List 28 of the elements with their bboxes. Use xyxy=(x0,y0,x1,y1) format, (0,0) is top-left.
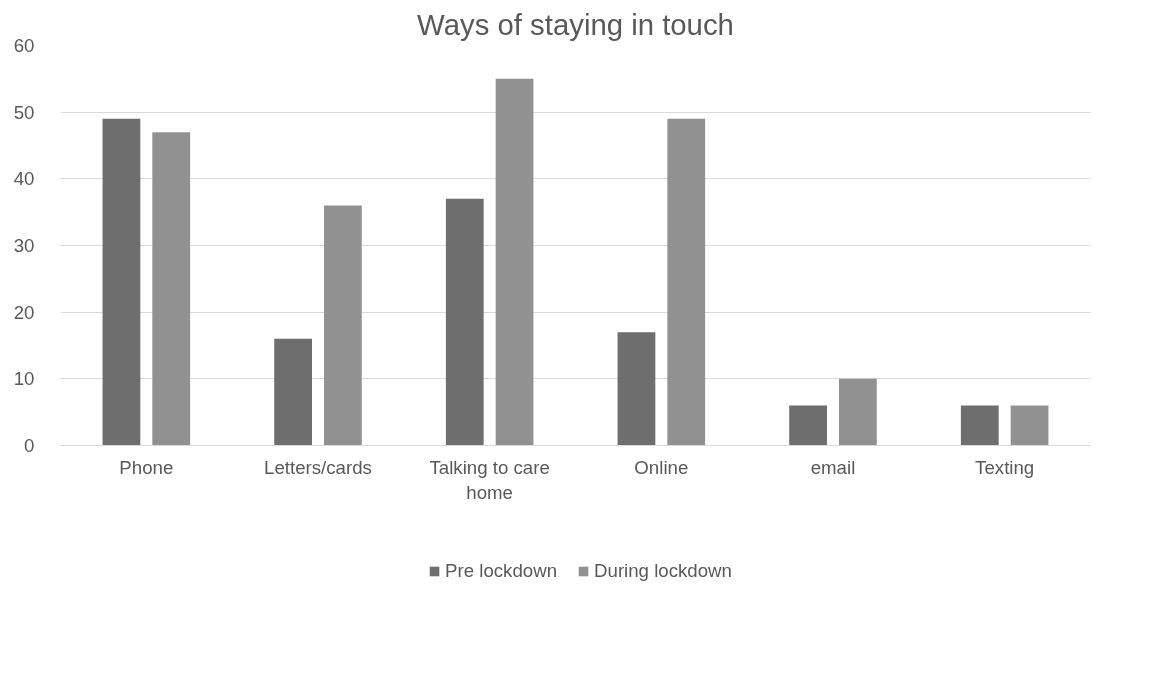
bar xyxy=(839,378,877,446)
chart-title: Ways of staying in touch xyxy=(417,7,734,41)
legend-label: During lockdown xyxy=(594,559,732,582)
y-tick-label: 60 xyxy=(13,35,35,56)
bar xyxy=(445,198,484,446)
x-tick-label: email xyxy=(810,456,856,478)
bar xyxy=(152,132,191,446)
bar xyxy=(274,338,312,446)
bar xyxy=(667,118,706,446)
bar xyxy=(102,118,141,446)
bar xyxy=(789,405,827,446)
y-tick-label: 20 xyxy=(13,301,35,323)
y-tick-label: 50 xyxy=(13,101,35,123)
x-tick-label: Online xyxy=(634,456,689,478)
x-tick-label: Phone xyxy=(119,456,174,478)
y-tick-label: 0 xyxy=(24,435,35,456)
x-tick-label: Texting xyxy=(975,456,1035,478)
y-tick-label: 30 xyxy=(13,235,35,256)
bar xyxy=(1010,405,1049,446)
x-tick-label: Letters/cards xyxy=(264,456,372,478)
bar xyxy=(324,205,362,446)
x-tick-label: Talking to care home xyxy=(429,456,550,503)
bar xyxy=(495,78,534,446)
y-tick-label: 10 xyxy=(13,368,35,390)
bar xyxy=(960,405,999,446)
bar xyxy=(617,332,656,446)
y-tick-label: 40 xyxy=(13,168,35,190)
legend-label: Pre lockdown xyxy=(445,559,558,582)
